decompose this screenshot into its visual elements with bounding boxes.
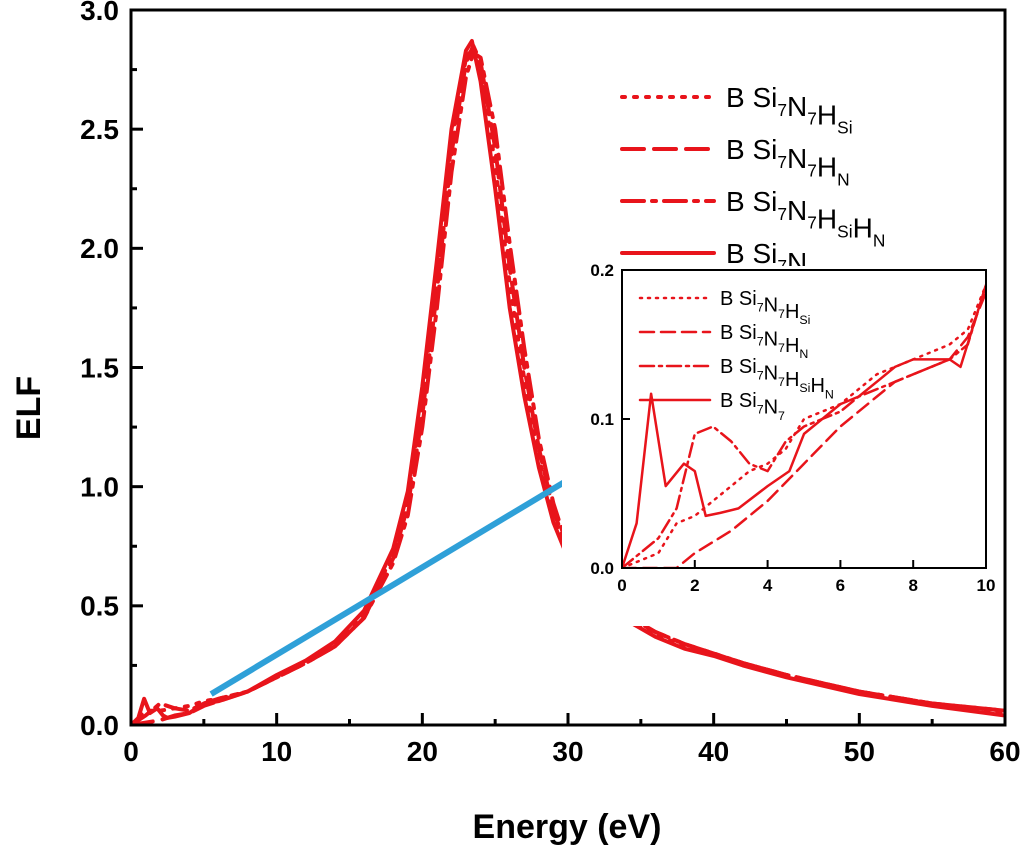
main-x-tick-label-3: 30 (552, 736, 583, 767)
main-plot: 0 10 20 30 40 50 600.00.51.01.52.02.53.0B Si7N… (80, 0, 1021, 767)
main-x-tick-label-5: 50 (844, 736, 875, 767)
main-x-tick-label-2: 20 (407, 736, 438, 767)
main-y-tick-label-5: 2.5 (80, 114, 119, 145)
x-axis-title: Energy (eV) (473, 808, 662, 846)
main-series-3-line (131, 39, 1005, 725)
inset-y-tick-label-2: 0.2 (590, 261, 614, 280)
inset-series-1-line (622, 291, 986, 568)
inset-y-tick-label-1: 0.1 (590, 410, 614, 429)
main-legend-label-0: B Si7N7HSi (726, 82, 853, 138)
inset-x-tick-label-4: 8 (908, 576, 917, 595)
main-legend-label-2: B Si7N7HSiHN (726, 186, 885, 251)
inset-x-tick-label-2: 4 (763, 576, 773, 595)
inset-x-tick-label-1: 2 (690, 576, 699, 595)
inset-legend-label-0: B Si7N7HSi (720, 288, 810, 327)
main-x-tick-label-0: 0 (123, 736, 139, 767)
y-axis-title: ELF (10, 376, 48, 440)
main-y-tick-label-3: 1.5 (80, 352, 119, 383)
inset-x-tick-label-3: 6 (836, 576, 845, 595)
inset-series-3-line (622, 283, 986, 568)
main-y-tick-label-1: 0.5 (80, 591, 119, 622)
inset-legend-label-1: B Si7N7HN (720, 322, 808, 361)
inset-legend-label-3: B Si7N7 (720, 390, 785, 423)
inset-legend-label-2: B Si7N7HSiHN (720, 356, 834, 402)
main-x-tick-label-4: 40 (698, 736, 729, 767)
inset-series-2-line (622, 283, 986, 568)
pointer-arrow-shaft (209, 465, 589, 697)
main-y-tick-label-2: 1.0 (80, 471, 119, 502)
inset-y-tick-label-0: 0.0 (590, 559, 614, 578)
main-x-tick-label-6: 60 (989, 736, 1020, 767)
inset-x-tick-label-5: 10 (977, 576, 996, 595)
main-y-tick-label-6: 3.0 (80, 0, 119, 26)
inset-series-0-line (622, 283, 986, 568)
main-y-tick-label-0: 0.0 (80, 710, 119, 741)
main-x-tick-label-1: 10 (261, 736, 292, 767)
main-y-tick-label-4: 2.0 (80, 233, 119, 264)
main-legend-label-1: B Si7N7HN (726, 134, 850, 190)
inset-backdrop (562, 266, 996, 626)
inset-x-tick-label-0: 0 (617, 576, 626, 595)
